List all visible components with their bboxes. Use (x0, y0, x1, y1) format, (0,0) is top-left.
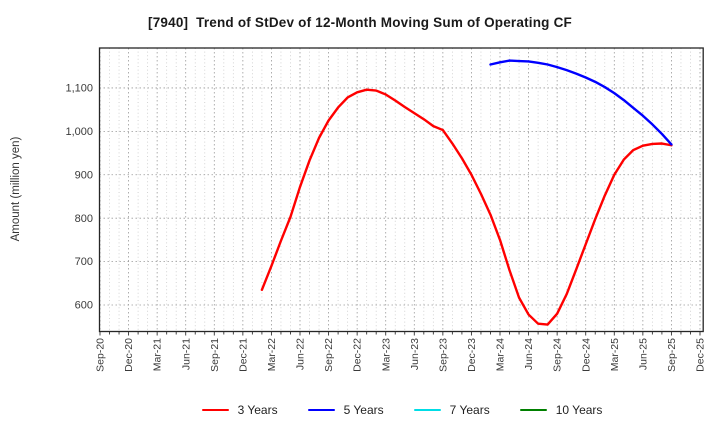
x-tick-label: Sep-25 (666, 338, 678, 372)
x-tick-label: Mar-21 (152, 338, 164, 371)
x-tick-label: Jun-24 (523, 338, 535, 370)
x-tick-label: Dec-24 (580, 338, 592, 372)
legend-item-3-years: 3 Years (201, 403, 278, 417)
x-tick-label: Jun-23 (409, 338, 421, 370)
legend-label: 7 Years (449, 403, 490, 417)
x-tick-label: Mar-25 (609, 338, 621, 371)
y-tick-label: 1,000 (65, 126, 93, 138)
series-line-5-years (489, 59, 673, 146)
legend-label: 5 Years (343, 403, 384, 417)
x-tick-label: Jun-25 (637, 338, 649, 370)
x-tick-label: Mar-22 (266, 338, 278, 371)
x-tick-label: Sep-21 (209, 338, 221, 372)
y-tick-label: 1,100 (65, 83, 93, 95)
x-tick-label: Sep-22 (323, 338, 335, 372)
x-tick-label: Jun-22 (295, 338, 307, 370)
x-tick-label: Sep-20 (95, 338, 107, 372)
legend-label: 10 Years (555, 403, 603, 417)
series-line-3-years (260, 88, 673, 326)
legend-item-10-years: 10 Years (519, 403, 603, 417)
legend-line-swatch (413, 408, 441, 412)
legend-line-swatch (201, 408, 229, 412)
legend-line-swatch (307, 408, 335, 412)
x-tick-label: Mar-24 (495, 338, 507, 371)
x-tick-label: Dec-23 (466, 338, 478, 372)
legend-item-5-years: 5 Years (307, 403, 384, 417)
y-tick-label: 900 (75, 169, 93, 181)
y-tick-label: 700 (75, 256, 93, 268)
x-tick-label: Sep-24 (552, 338, 564, 372)
legend: 3 Years 5 Years 7 Years 10 Years (100, 403, 704, 417)
x-tick-label: Dec-22 (352, 338, 364, 372)
legend-line-swatch (519, 408, 547, 412)
y-tick-label: 600 (75, 300, 93, 312)
plot-border (98, 47, 704, 333)
x-tick-label: Sep-23 (437, 338, 449, 372)
legend-label: 3 Years (237, 403, 278, 417)
x-tick-label: Jun-21 (180, 338, 192, 370)
x-tick-label: Dec-25 (695, 338, 707, 372)
x-tick-label: Dec-21 (237, 338, 249, 372)
x-tick-label: Mar-23 (380, 338, 392, 371)
chart-title: [7940] Trend of StDev of 12-Month Moving… (148, 15, 572, 30)
y-tick-label: 800 (75, 213, 93, 225)
legend-item-7-years: 7 Years (413, 403, 490, 417)
x-tick-label: Dec-20 (123, 338, 135, 372)
